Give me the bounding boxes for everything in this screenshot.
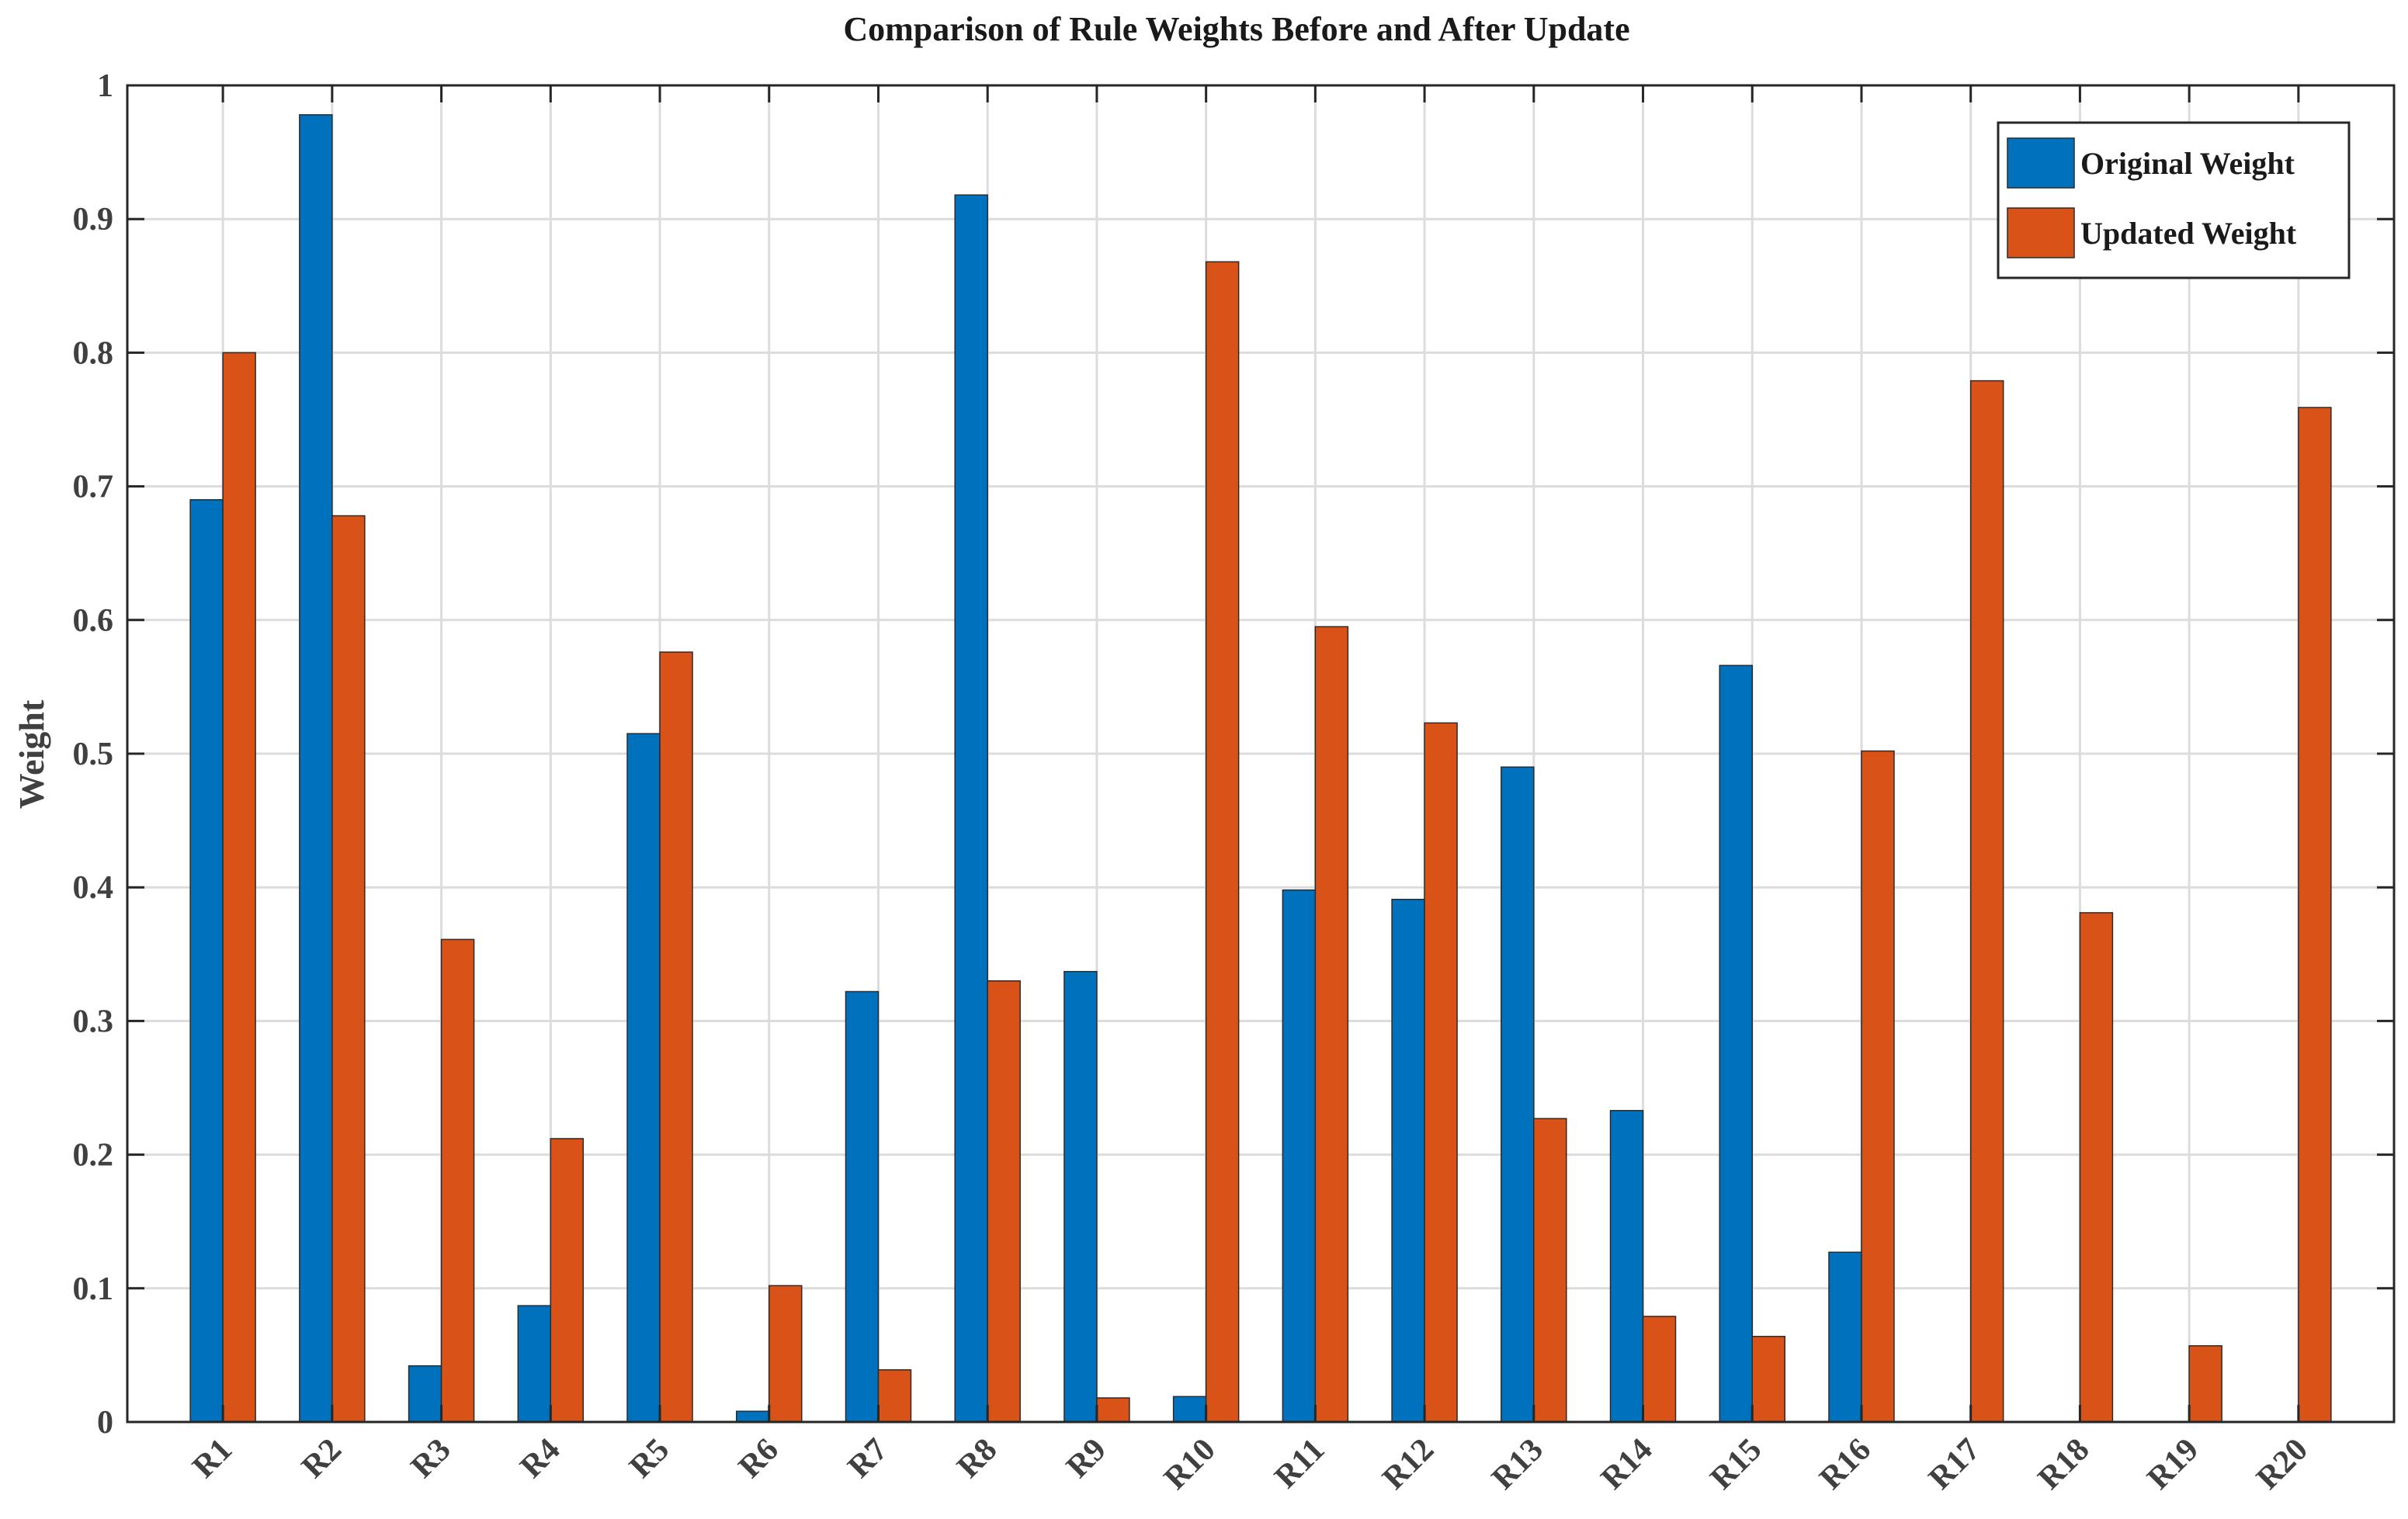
legend-swatch-original (2007, 137, 2075, 189)
y-tick-label: 0.7 (73, 470, 114, 505)
y-tick-label: 0.8 (73, 335, 114, 371)
bar-original-R9 (1063, 970, 1098, 1423)
bar-updated-R18 (2079, 912, 2114, 1423)
bar-original-R1 (189, 499, 224, 1423)
legend-label-original: Original Weight (2080, 146, 2295, 181)
bar-updated-R13 (1533, 1118, 1567, 1423)
bar-original-R16 (1828, 1251, 1862, 1423)
bar-updated-R14 (1642, 1316, 1677, 1423)
bar-original-R14 (1609, 1110, 1644, 1423)
bar-original-R10 (1172, 1396, 1207, 1423)
bar-updated-R15 (1751, 1336, 1786, 1423)
bar-original-R2 (299, 114, 333, 1423)
bar-updated-R11 (1314, 626, 1349, 1423)
y-tick-label: 0.6 (73, 603, 114, 639)
y-tick-label: 0.9 (73, 202, 114, 238)
bar-original-R7 (845, 990, 880, 1423)
bar-original-R6 (735, 1410, 770, 1423)
bar-updated-R9 (1096, 1397, 1130, 1423)
bar-updated-R16 (1861, 750, 1895, 1423)
y-tick-label: 1 (97, 68, 113, 104)
y-tick-label: 0.2 (73, 1138, 114, 1174)
y-axis-label: Weight (12, 699, 51, 809)
bar-updated-R10 (1205, 261, 1240, 1423)
bar-updated-R5 (659, 651, 693, 1423)
bar-updated-R20 (2298, 407, 2332, 1423)
bar-original-R5 (626, 733, 661, 1423)
bar-original-R3 (408, 1365, 442, 1423)
bar-updated-R7 (877, 1369, 912, 1423)
bar-updated-R4 (550, 1138, 585, 1423)
y-tick-label: 0.1 (73, 1271, 114, 1307)
bar-updated-R1 (222, 352, 256, 1423)
y-tick-label: 0.3 (73, 1004, 114, 1039)
bar-original-R4 (517, 1305, 552, 1423)
bar-updated-R8 (987, 980, 1021, 1423)
y-tick-label: 0 (97, 1405, 113, 1441)
y-tick-label: 0.4 (73, 870, 114, 906)
bar-updated-R19 (2188, 1345, 2222, 1423)
bar-original-R8 (954, 194, 988, 1423)
bar-updated-R2 (331, 515, 366, 1423)
bars (189, 114, 2332, 1423)
bar-original-R12 (1391, 898, 1425, 1423)
legend-label-updated: Updated Weight (2080, 216, 2297, 251)
bar-updated-R17 (1969, 380, 2004, 1423)
y-tick-label: 0.5 (73, 737, 114, 772)
legend-swatch-updated (2007, 207, 2075, 258)
legend: Original Weight Updated Weight (1997, 121, 2351, 279)
bar-updated-R12 (1424, 722, 1458, 1423)
bar-original-R15 (1719, 664, 1754, 1423)
bar-original-R11 (1282, 889, 1317, 1423)
bar-updated-R3 (440, 938, 475, 1423)
chart-title: Comparison of Rule Weights Before and Af… (843, 10, 1629, 48)
bar-original-R13 (1501, 766, 1535, 1423)
bar-updated-R6 (768, 1285, 803, 1423)
